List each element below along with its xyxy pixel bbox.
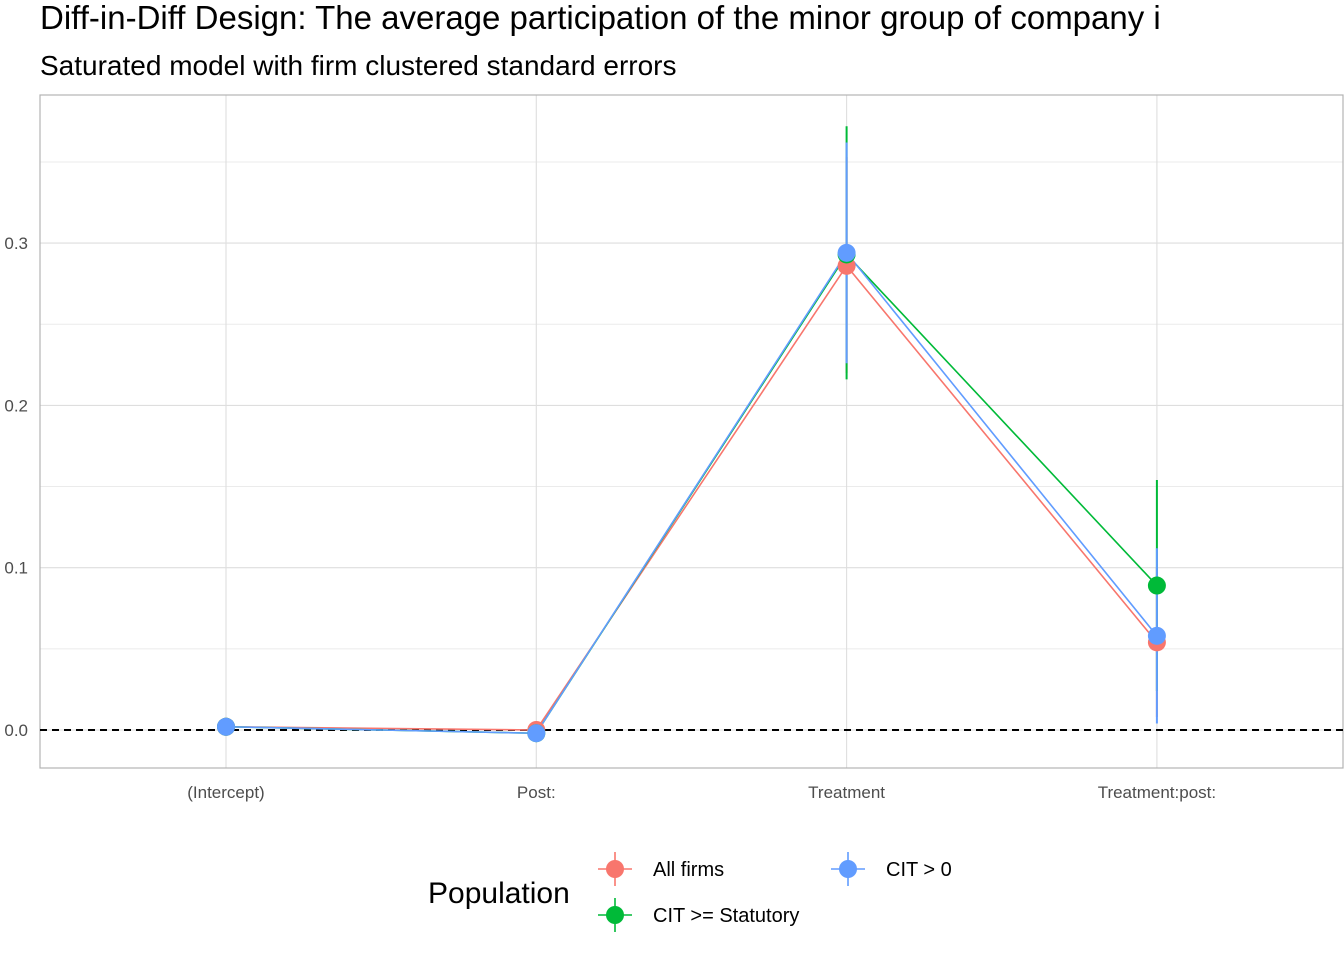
y-tick-label: 0.2 (4, 396, 28, 415)
x-tick-label: (Intercept) (187, 783, 264, 802)
plot-area: 0.0 0.1 0.2 0.3 (Intercept) Post: Treatment Tre… (4, 94, 1344, 802)
data-point (1147, 576, 1166, 595)
legend-title: Population (428, 877, 570, 910)
chart-title: Diff-in-Diff Design: The average partici… (40, 0, 1161, 36)
data-point (527, 724, 546, 743)
panel-background (40, 95, 1343, 768)
legend-item: All firms (598, 852, 724, 886)
x-tick-label: Treatment (808, 783, 885, 802)
y-tick-label: 0.1 (4, 559, 28, 578)
panel-border (39, 94, 1344, 769)
legend-key-point (839, 860, 857, 878)
legend-label: CIT >= Statutory (653, 905, 799, 927)
legend: Population All firms CIT > 0 CIT >= Statuto… (428, 852, 952, 932)
legend-key-point (606, 860, 624, 878)
data-point (217, 717, 235, 736)
series-line (225, 251, 1158, 735)
legend-label: CIT > 0 (886, 859, 952, 881)
legend-item: CIT >= Statutory (598, 898, 799, 932)
data-point (837, 243, 856, 262)
y-tick-label: 0.3 (4, 234, 28, 253)
legend-label: All firms (653, 859, 724, 881)
legend-key-point (606, 906, 624, 924)
legend-item: CIT > 0 (831, 852, 952, 886)
series-line (225, 264, 1158, 731)
data-point (1147, 626, 1166, 645)
y-tick-label: 0.0 (4, 721, 28, 740)
x-tick-label: Treatment:post: (1098, 783, 1216, 802)
chart-subtitle: Saturated model with firm clustered stan… (40, 50, 677, 81)
x-tick-label: Post: (517, 783, 556, 802)
